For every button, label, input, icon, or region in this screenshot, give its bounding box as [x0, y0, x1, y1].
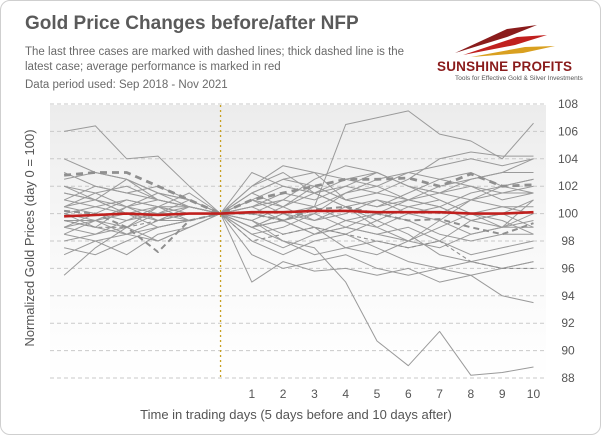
- y-tick-92: 92: [561, 316, 575, 330]
- x-tick-9: 9: [499, 387, 506, 401]
- x-tick-2: 2: [280, 387, 287, 401]
- y-axis-label: Normalized Gold Prices (day 0 = 100): [22, 129, 37, 346]
- y-tick-88: 88: [561, 371, 575, 385]
- series-line: [63, 213, 534, 376]
- y-tick-100: 100: [558, 207, 578, 221]
- x-tick-4: 4: [342, 387, 349, 401]
- plot-area: [50, 105, 546, 380]
- series-line: [63, 213, 534, 249]
- y-tick-102: 102: [558, 179, 578, 193]
- y-tick-96: 96: [561, 261, 575, 275]
- sunshine-profits-logo-icon: [455, 25, 555, 57]
- series-line: [63, 178, 534, 242]
- x-tick-7: 7: [436, 387, 443, 401]
- average-line: [64, 209, 534, 218]
- recent-case-dashed-line: [64, 205, 534, 253]
- data-period: Data period used: Sep 2018 - Nov 2021: [25, 79, 228, 91]
- series-line: [63, 165, 534, 215]
- chart-title: Gold Price Changes before/after NFP: [25, 13, 359, 34]
- logo-name: SUNSHINE PROFITS: [437, 59, 573, 74]
- chart-subtitle: The last three cases are marked with das…: [25, 46, 405, 73]
- series-line: [63, 192, 534, 242]
- logo-tagline: Tools for Effective Gold & Silver Invest…: [455, 75, 583, 82]
- x-tick-1: 1: [248, 387, 255, 401]
- recent-case-dashed-line: [63, 213, 534, 269]
- y-tick-labels: 88 90 92 94 96 98 100 102 104 106 108: [558, 97, 578, 385]
- x-tick-labels: 1 2 3 4 5 6 7 8 9 10: [248, 387, 540, 401]
- series-line: [63, 165, 534, 235]
- y-tick-90: 90: [561, 344, 575, 358]
- y-tick-108: 108: [558, 97, 578, 111]
- y-tick-98: 98: [561, 234, 575, 248]
- x-tick-5: 5: [374, 387, 381, 401]
- x-tick-6: 6: [405, 387, 412, 401]
- x-tick-8: 8: [468, 387, 475, 401]
- x-axis-label: Time in trading days (5 days before and …: [140, 407, 452, 422]
- y-tick-94: 94: [561, 289, 575, 303]
- y-tick-104: 104: [558, 152, 578, 166]
- x-tick-3: 3: [311, 387, 318, 401]
- series-line: [63, 178, 534, 256]
- series-layer: [63, 110, 534, 376]
- x-tick-10: 10: [527, 387, 541, 401]
- y-tick-106: 106: [558, 124, 578, 138]
